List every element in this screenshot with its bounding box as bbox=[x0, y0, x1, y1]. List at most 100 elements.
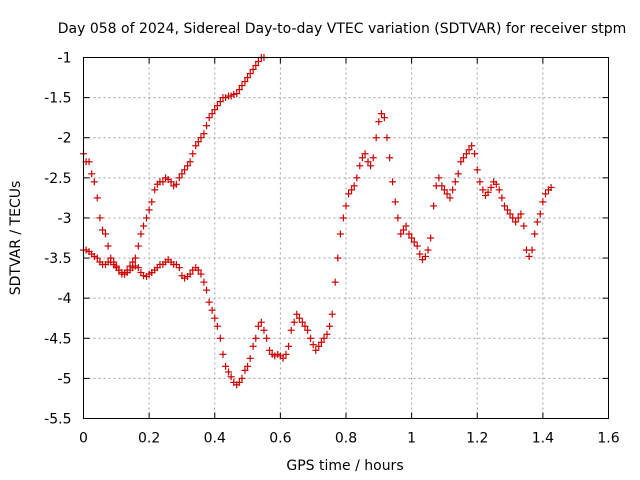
data-point bbox=[462, 150, 470, 158]
x-tick-label: 0.2 bbox=[138, 431, 160, 447]
data-point bbox=[230, 90, 238, 98]
data-point bbox=[90, 252, 98, 260]
data-point bbox=[339, 214, 347, 222]
data-point bbox=[498, 194, 506, 202]
data-point bbox=[244, 74, 252, 82]
y-tick-label: -4.5 bbox=[44, 331, 71, 347]
data-point bbox=[446, 194, 454, 202]
x-tick-label: 1.2 bbox=[466, 431, 488, 447]
data-point bbox=[315, 342, 323, 350]
data-points bbox=[80, 54, 555, 389]
data-point bbox=[254, 322, 262, 330]
data-point bbox=[88, 170, 96, 178]
data-point bbox=[542, 190, 549, 198]
data-point bbox=[181, 274, 189, 282]
data-point bbox=[438, 182, 446, 190]
data-point bbox=[413, 242, 421, 250]
data-point bbox=[514, 214, 522, 222]
data-point bbox=[418, 256, 426, 264]
data-point bbox=[500, 202, 508, 210]
data-point bbox=[167, 178, 175, 186]
data-point bbox=[225, 368, 233, 376]
data-point bbox=[451, 178, 459, 186]
data-point bbox=[249, 66, 257, 74]
chart-title: Day 058 of 2024, Sidereal Day-to-day VTE… bbox=[58, 21, 627, 37]
data-point bbox=[172, 180, 180, 188]
data-point bbox=[222, 362, 230, 370]
data-point bbox=[172, 260, 180, 268]
data-point bbox=[131, 262, 139, 270]
data-point bbox=[203, 286, 211, 294]
data-point bbox=[244, 362, 252, 370]
data-point bbox=[345, 190, 353, 198]
data-point bbox=[476, 178, 484, 186]
data-point bbox=[503, 206, 511, 214]
data-point bbox=[512, 218, 520, 226]
data-point bbox=[137, 230, 145, 238]
data-point bbox=[222, 94, 230, 102]
data-point bbox=[547, 183, 555, 191]
x-tick-label: 1 bbox=[407, 431, 416, 447]
data-point bbox=[495, 186, 503, 194]
data-point bbox=[427, 234, 435, 242]
data-point bbox=[140, 272, 148, 280]
data-point bbox=[211, 314, 219, 322]
data-point bbox=[410, 238, 418, 246]
data-point bbox=[389, 178, 397, 186]
x-tick-label: 1.4 bbox=[532, 431, 554, 447]
y-tick-label: -1.5 bbox=[44, 91, 71, 107]
data-point bbox=[260, 326, 268, 334]
data-point bbox=[200, 130, 208, 138]
data-point bbox=[372, 134, 380, 142]
data-point bbox=[131, 254, 139, 262]
data-point bbox=[241, 78, 249, 86]
data-point bbox=[205, 298, 213, 306]
y-axis-label: SDTVAR / TECUs bbox=[8, 181, 24, 296]
data-point bbox=[304, 326, 312, 334]
series-1 bbox=[80, 54, 268, 278]
data-point bbox=[394, 214, 402, 222]
series-2 bbox=[80, 110, 555, 389]
data-point bbox=[459, 154, 467, 162]
data-point bbox=[140, 222, 148, 230]
plot-frame bbox=[83, 57, 609, 419]
data-point bbox=[408, 234, 416, 242]
data-point bbox=[348, 186, 356, 194]
data-point bbox=[353, 174, 361, 182]
data-point bbox=[203, 122, 211, 130]
data-point bbox=[492, 180, 500, 188]
data-point bbox=[301, 322, 309, 330]
data-point bbox=[298, 318, 306, 326]
x-tick-labels: 0 0.2 0.4 0.6 0.8 1 1.2 1.4 1.6 bbox=[79, 431, 620, 447]
data-point bbox=[205, 114, 213, 122]
data-point bbox=[307, 334, 315, 342]
data-point bbox=[328, 310, 336, 318]
data-point bbox=[279, 354, 287, 362]
data-point bbox=[487, 183, 495, 191]
data-point bbox=[197, 270, 205, 278]
data-point bbox=[457, 158, 465, 166]
data-point bbox=[249, 342, 257, 350]
data-point bbox=[263, 334, 271, 342]
data-point bbox=[320, 334, 328, 342]
data-point bbox=[208, 110, 216, 118]
data-point bbox=[391, 198, 399, 206]
data-point bbox=[290, 318, 298, 326]
data-point bbox=[93, 254, 101, 262]
data-point bbox=[211, 106, 219, 114]
data-point bbox=[235, 86, 243, 94]
data-point bbox=[189, 150, 197, 158]
data-point bbox=[233, 90, 241, 98]
data-point bbox=[216, 334, 224, 342]
data-point bbox=[181, 166, 189, 174]
data-point bbox=[533, 218, 541, 226]
data-point bbox=[350, 182, 358, 190]
data-point bbox=[468, 142, 476, 150]
y-tick-label: -2.5 bbox=[44, 171, 71, 187]
data-point bbox=[194, 266, 202, 274]
data-point bbox=[369, 154, 377, 162]
y-tick-label: -5.5 bbox=[44, 412, 71, 428]
data-point bbox=[479, 186, 487, 194]
data-point bbox=[342, 202, 350, 210]
